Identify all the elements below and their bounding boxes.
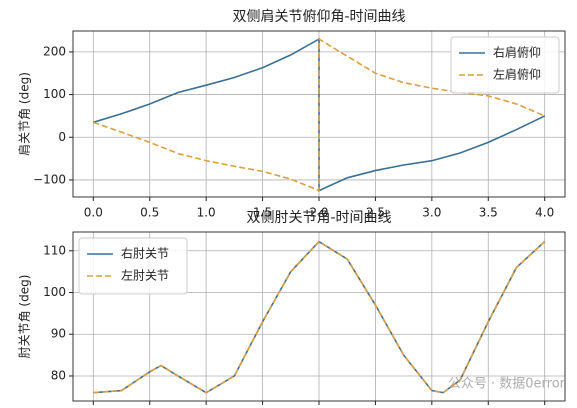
plot-frame	[72, 30, 566, 198]
chart-title: 双侧肩关节俯仰角-时间曲线	[232, 9, 405, 25]
x-tick-label: 2.0	[309, 206, 328, 220]
y-tick-label: −100	[33, 172, 66, 186]
y-axis-label: 肩关节角 (deg)	[17, 72, 32, 156]
y-axis-label: 肘关节角 (deg)	[17, 275, 32, 359]
x-tick-label: 4.0	[535, 206, 554, 220]
watermark: 公众号 · 数据0error	[448, 377, 566, 392]
plot-frame	[72, 231, 566, 402]
legend-box	[450, 36, 560, 94]
y-tick-label: 200	[43, 44, 66, 58]
x-tick-label: 3.0	[422, 206, 441, 220]
legend-label: 右肘关节	[121, 246, 169, 261]
x-tick-label: 0.5	[140, 206, 159, 220]
series-line	[93, 240, 546, 394]
x-tick-label: 2.5	[366, 206, 385, 220]
legend-label: 右肩俯仰	[493, 45, 541, 60]
y-tick-label: 80	[51, 368, 66, 382]
legend-label: 左肩俯仰	[493, 67, 541, 82]
x-tick-label: 1.5	[253, 206, 272, 220]
y-tick-label: 100	[43, 87, 66, 101]
y-tick-label: 0	[58, 130, 66, 144]
legend-label: 左肘关节	[121, 268, 169, 283]
x-tick-label: 3.5	[479, 206, 498, 220]
series-line	[93, 37, 546, 192]
legend-box	[78, 237, 188, 295]
x-tick-label: 1.0	[197, 206, 216, 220]
y-tick-label: 100	[43, 285, 66, 299]
chart-title: 双侧肘关节角-时间曲线	[246, 210, 391, 226]
y-tick-label: 110	[43, 243, 66, 257]
x-tick-label: 0.0	[84, 206, 103, 220]
y-tick-label: 90	[51, 327, 66, 341]
